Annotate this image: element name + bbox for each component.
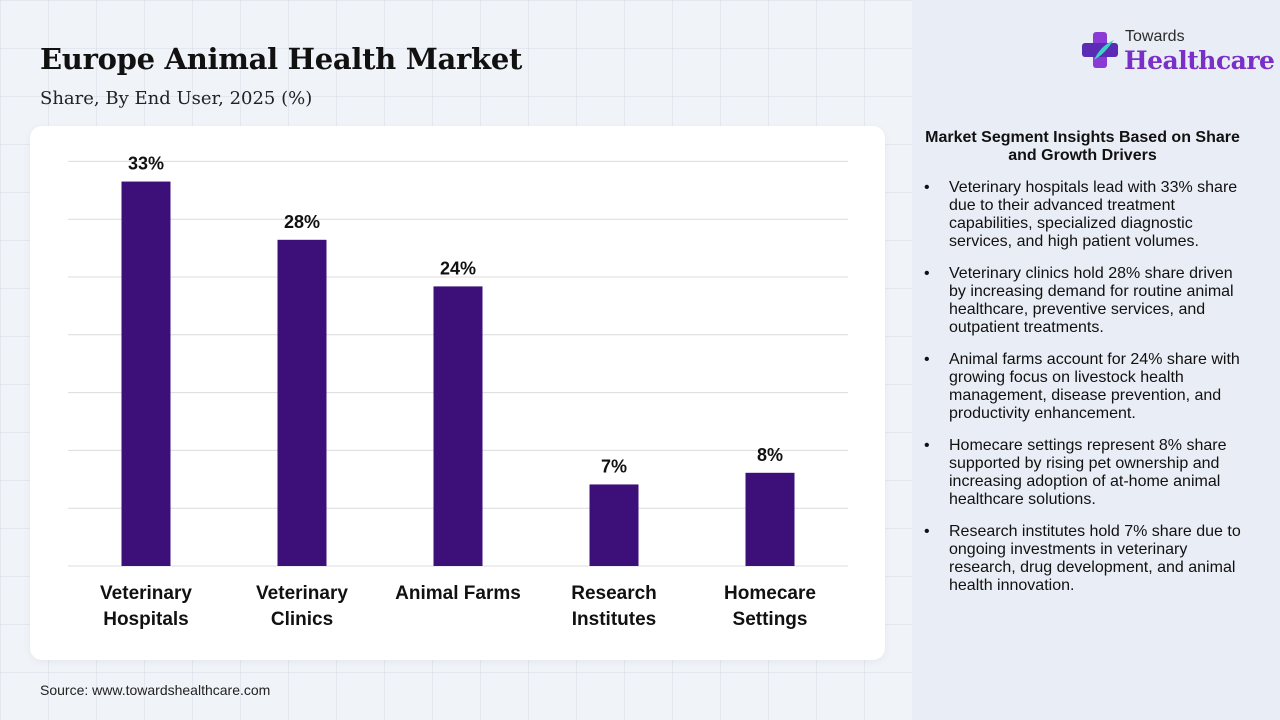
x-tick-label: Clinics: [271, 609, 333, 630]
x-tick-label: Settings: [733, 609, 808, 630]
insight-item: Animal farms account for 24% share with …: [922, 351, 1242, 423]
x-tick-label: Veterinary: [256, 583, 348, 604]
bar-chart: 33% Veterinary Hospitals 28% Veterinary Clini…: [68, 154, 848, 630]
data-label: 7%: [601, 456, 627, 476]
data-label: 24%: [440, 258, 476, 278]
page-subtitle: Share, By End User, 2025 (%): [40, 88, 313, 109]
insight-item: Research institutes hold 7% share due to…: [922, 523, 1242, 595]
logo-text-top: Towards: [1125, 28, 1185, 45]
bar: [277, 239, 327, 567]
insight-item: Homecare settings represent 8% share sup…: [922, 437, 1242, 509]
insights-list: Veterinary hospitals lead with 33% share…: [922, 179, 1242, 609]
data-label: 33%: [128, 154, 164, 174]
x-tick-label: Institutes: [572, 609, 656, 630]
insight-item: Veterinary hospitals lead with 33% share…: [922, 179, 1242, 251]
bar: [121, 181, 171, 567]
bar: [589, 484, 639, 566]
medical-cross-icon: [1082, 32, 1118, 68]
data-label: 28%: [284, 212, 320, 232]
data-label: 8%: [757, 445, 783, 465]
x-tick-label: Animal Farms: [395, 583, 521, 604]
x-tick-label: Homecare: [724, 583, 816, 604]
bar: [433, 286, 483, 566]
insight-item: Veterinary clinics hold 28% share driven…: [922, 265, 1242, 337]
bar: [745, 472, 795, 566]
page-title: Europe Animal Health Market: [40, 42, 523, 76]
x-tick-label: Veterinary: [100, 583, 192, 604]
source-note: Source: www.towardshealthcare.com: [40, 682, 271, 698]
x-tick-label: Research: [571, 583, 657, 604]
logo-text-main: Healthcare: [1124, 46, 1275, 75]
x-tick-label: Hospitals: [103, 609, 189, 630]
insights-title: Market Segment Insights Based on Share a…: [925, 129, 1240, 164]
brand-logo: Towards Healthcare: [1080, 26, 1275, 78]
